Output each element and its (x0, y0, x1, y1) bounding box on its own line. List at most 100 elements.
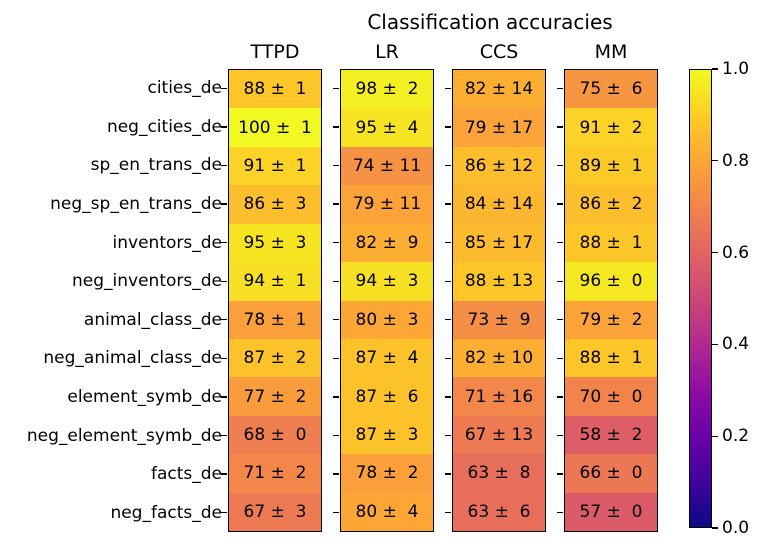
y-tick (333, 434, 339, 437)
heatmap-cell: 95 ± 4 (341, 108, 433, 147)
colorbar-tick (712, 343, 718, 346)
heatmap-column-ccs: 82 ± 14 79 ± 17 86 ± 12 84 ± 14 85 ± 17 88 ± … (452, 69, 546, 532)
y-tick (557, 434, 563, 437)
heatmap-cell: 87 ± 2 (229, 338, 321, 378)
heatmap-cell: 86 ± 12 (453, 146, 545, 186)
y-tick (557, 87, 563, 89)
colorbar-tick (712, 435, 718, 437)
heatmap-column-ttpd: 88 ± 1 100 ± 1 91 ± 1 86 ± 3 95 ± 3 94 ± 1 78 … (228, 69, 322, 532)
y-tick (221, 280, 227, 282)
heatmap-cell: 91 ± 2 (565, 108, 657, 147)
heatmap-cell: 82 ± 10 (453, 338, 545, 378)
row-label: element_symb_de (67, 386, 222, 407)
y-tick (333, 126, 339, 128)
heatmap-cell: 88 ± 1 (565, 223, 657, 263)
heatmap-cell: 75 ± 6 (565, 70, 657, 109)
row-label: neg_inventors_de (72, 271, 222, 292)
heatmap-cell: 88 ± 13 (453, 262, 545, 301)
heatmap-cell: 70 ± 0 (565, 377, 657, 416)
y-tick (221, 87, 227, 89)
heatmap-cell: 80 ± 4 (341, 492, 433, 532)
heatmap-cell: 94 ± 3 (341, 262, 433, 301)
y-tick (333, 164, 339, 167)
heatmap-cell: 80 ± 3 (341, 300, 433, 339)
row-label: neg_animal_class_de (43, 348, 222, 369)
y-tick (333, 203, 339, 205)
heatmap-cell: 58 ± 2 (565, 415, 657, 455)
y-tick (445, 512, 451, 514)
y-tick (557, 280, 563, 282)
heatmap-cell: 57 ± 0 (565, 492, 657, 532)
heatmap-cell: 98 ± 2 (341, 70, 433, 109)
row-label: inventors_de (112, 232, 222, 253)
y-tick (445, 203, 451, 205)
heatmap-cell: 78 ± 1 (229, 300, 321, 339)
y-tick (445, 357, 451, 360)
colorbar-tick (712, 527, 718, 529)
colorbar-tick-label: 0.2 (722, 426, 750, 447)
heatmap-cell: 79 ± 17 (453, 108, 545, 147)
y-tick (221, 203, 227, 205)
heatmap-cell: 87 ± 4 (341, 338, 433, 378)
y-tick (557, 203, 563, 205)
heatmap-cell: 67 ± 3 (229, 492, 321, 532)
y-tick (221, 357, 227, 360)
y-tick (221, 164, 227, 167)
colorbar-tick (712, 68, 718, 70)
y-tick (333, 319, 339, 321)
heatmap-cell: 88 ± 1 (229, 70, 321, 109)
heatmap-cell: 82 ± 9 (341, 223, 433, 263)
y-tick (333, 512, 339, 514)
heatmap-column-mm: 75 ± 6 91 ± 2 89 ± 1 86 ± 2 88 ± 1 96 ± 0 79 ±… (564, 69, 658, 532)
y-tick (333, 280, 339, 282)
y-tick (557, 396, 563, 398)
heatmap-cell: 84 ± 14 (453, 185, 545, 224)
y-tick (445, 126, 451, 128)
heatmap-cell: 95 ± 3 (229, 223, 321, 263)
heatmap-cell: 82 ± 14 (453, 70, 545, 109)
colorbar (689, 69, 712, 528)
y-tick (557, 241, 563, 244)
heatmap-cell: 86 ± 3 (229, 185, 321, 224)
heatmap-cell: 88 ± 1 (565, 338, 657, 378)
heatmap-cell: 79 ± 2 (565, 300, 657, 339)
row-label: cities_de (147, 78, 222, 99)
heatmap-cell: 87 ± 6 (341, 377, 433, 416)
heatmap-cell: 78 ± 2 (341, 454, 433, 493)
heatmap-cell: 71 ± 16 (453, 377, 545, 416)
y-tick (445, 396, 451, 398)
heatmap-cell: 91 ± 1 (229, 146, 321, 186)
y-tick (445, 241, 451, 244)
y-tick (557, 473, 563, 475)
y-tick (333, 87, 339, 89)
heatmap-cell: 85 ± 17 (453, 223, 545, 263)
y-tick (333, 473, 339, 475)
heatmap-cell: 89 ± 1 (565, 146, 657, 186)
row-label: sp_en_trans_de (90, 155, 222, 176)
column-header-ccs: CCS (479, 41, 519, 63)
y-tick (445, 434, 451, 437)
row-label: neg_facts_de (110, 502, 222, 523)
row-label: animal_class_de (83, 309, 222, 330)
colorbar-tick-label: 1.0 (722, 59, 750, 79)
heatmap-cell: 86 ± 2 (565, 185, 657, 224)
y-tick (557, 164, 563, 167)
heatmap-cell: 63 ± 6 (453, 492, 545, 532)
y-tick (221, 473, 227, 475)
y-tick (445, 319, 451, 321)
row-label: neg_sp_en_trans_de (50, 194, 222, 215)
y-tick (221, 241, 227, 244)
y-tick (221, 396, 227, 398)
y-tick (333, 241, 339, 244)
heatmap-column-lr: 98 ± 2 95 ± 4 74 ± 11 79 ± 11 82 ± 9 94 ± 3 80… (340, 69, 434, 532)
heatmap-cell: 87 ± 3 (341, 415, 433, 455)
colorbar-tick (712, 251, 718, 254)
heatmap-cell: 79 ± 11 (341, 185, 433, 224)
y-tick (221, 434, 227, 437)
y-tick (557, 357, 563, 360)
y-tick (557, 319, 563, 321)
heatmap-cell: 77 ± 2 (229, 377, 321, 416)
column-header-lr: LR (375, 41, 399, 63)
colorbar-tick (712, 160, 718, 162)
y-tick (445, 473, 451, 475)
